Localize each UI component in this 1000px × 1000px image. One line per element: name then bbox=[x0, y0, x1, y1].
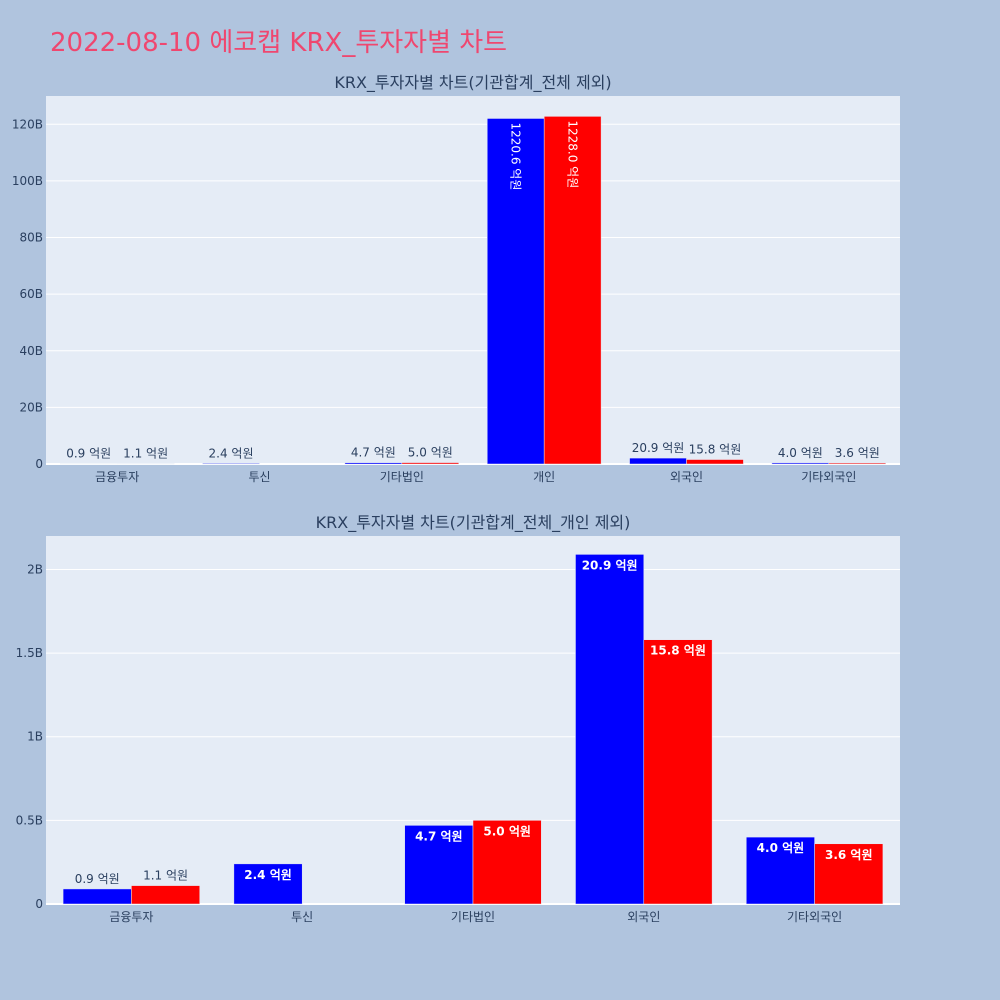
data-label: 5.0 억원 bbox=[408, 446, 453, 460]
y-tick-label: 40B bbox=[19, 344, 43, 358]
data-label: 3.6 억원 bbox=[835, 446, 880, 460]
x-tick-label: 투신 bbox=[248, 470, 270, 484]
y-tick-label: 120B bbox=[12, 117, 43, 131]
top-bar bbox=[686, 459, 744, 465]
chart-top: KRX_투자자별 차트(기관합계_전체 제외) 0 20B 40B 60B 80B 100B… bbox=[12, 73, 900, 484]
x-tick-label: 기타외국인 bbox=[801, 470, 856, 484]
data-label: 1220.6 억원 bbox=[509, 122, 523, 190]
x-tick-label: 개인 bbox=[533, 470, 555, 484]
x-tick-label: 금융투자 bbox=[109, 910, 153, 924]
y-tick-label: 2B bbox=[27, 562, 43, 576]
data-label: 2.4 억원 bbox=[244, 868, 292, 882]
top-bar bbox=[401, 462, 460, 465]
chart-bottom: KRX_투자자별 차트(기관합계_전체_개인 제외) 0 0.5B 1B 1.5B 2B 금… bbox=[16, 513, 900, 924]
top-bar bbox=[344, 462, 403, 465]
data-label: 4.0 억원 bbox=[757, 841, 805, 855]
chart-title: KRX_투자자별 차트(기관합계_전체_개인 제외) bbox=[316, 513, 631, 533]
y-tick-label: 60B bbox=[19, 287, 43, 301]
data-label: 4.7 억원 bbox=[351, 446, 396, 460]
data-label: 1228.0 억원 bbox=[566, 120, 580, 188]
top-bar bbox=[486, 118, 545, 465]
top-bar bbox=[629, 457, 687, 465]
bottom-bar bbox=[233, 863, 303, 905]
y-tick-label: 20B bbox=[19, 400, 43, 414]
page-title: 2022-08-10 에코캡 KRX_투자자별 차트 bbox=[50, 28, 508, 58]
data-label: 4.0 억원 bbox=[778, 446, 823, 460]
data-label: 5.0 억원 bbox=[483, 824, 531, 838]
data-label: 4.7 억원 bbox=[415, 829, 463, 843]
x-tick-label: 금융투자 bbox=[95, 470, 139, 484]
data-label: 1.1 억원 bbox=[123, 447, 168, 461]
data-label: 20.9 억원 bbox=[582, 558, 638, 572]
x-tick-label: 기타외국인 bbox=[787, 910, 842, 924]
x-tick-label: 외국인 bbox=[627, 910, 660, 924]
bottom-bar bbox=[746, 836, 815, 905]
x-tick-label: 외국인 bbox=[670, 470, 703, 484]
bottom-bar bbox=[472, 820, 542, 905]
y-tick-label: 0.5B bbox=[16, 813, 43, 827]
top-bar bbox=[543, 116, 602, 465]
top-bar bbox=[771, 462, 830, 465]
data-label: 3.6 억원 bbox=[825, 848, 873, 862]
y-tick-label: 1.5B bbox=[16, 646, 43, 660]
bottom-bar bbox=[131, 885, 200, 905]
bottom-bar bbox=[62, 888, 132, 905]
top-bar bbox=[202, 463, 260, 465]
y-tick-label: 0 bbox=[35, 897, 43, 911]
chart-title: KRX_투자자별 차트(기관합계_전체 제외) bbox=[334, 73, 611, 93]
y-tick-label: 80B bbox=[19, 231, 43, 245]
x-tick-label: 투신 bbox=[291, 910, 313, 924]
data-label: 15.8 억원 bbox=[650, 644, 706, 658]
y-tick-label: 1B bbox=[27, 730, 43, 744]
y-tick-label: 0 bbox=[35, 457, 43, 471]
x-tick-label: 기타법인 bbox=[380, 470, 424, 484]
data-label: 0.9 억원 bbox=[75, 872, 120, 886]
bottom-bar bbox=[814, 843, 884, 905]
bottom-bar bbox=[404, 825, 474, 905]
top-bar bbox=[828, 462, 887, 465]
data-label: 15.8 억원 bbox=[689, 443, 742, 457]
data-label: 2.4 억원 bbox=[209, 446, 254, 460]
data-label: 20.9 억원 bbox=[632, 441, 685, 455]
bottom-bar bbox=[643, 639, 713, 905]
data-label: 0.9 억원 bbox=[66, 447, 111, 461]
y-tick-label: 100B bbox=[12, 174, 43, 188]
bottom-bar bbox=[575, 554, 645, 905]
data-label: 1.1 억원 bbox=[143, 869, 188, 883]
plot-area bbox=[46, 96, 900, 464]
x-tick-label: 기타법인 bbox=[451, 910, 495, 924]
